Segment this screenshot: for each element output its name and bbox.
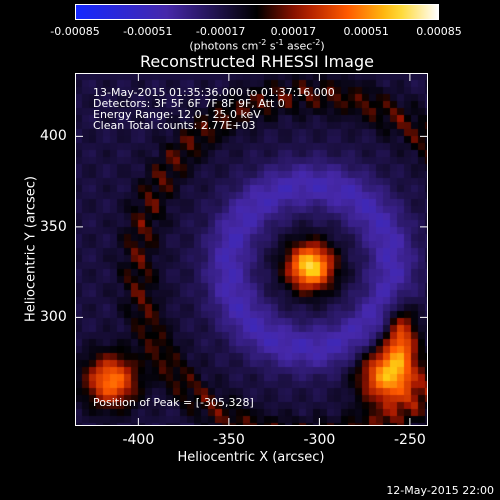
colorbar-tick-label: -0.00051 xyxy=(123,25,173,38)
colorbar-tick-label: 0.00085 xyxy=(416,25,462,38)
y-axis-label: Heliocentric Y (arcsec) xyxy=(23,176,39,322)
peak-position-label: Position of Peak = [-305,328] xyxy=(93,396,254,409)
colorbar xyxy=(75,4,439,20)
chart-title: Reconstructed RHESSI Image xyxy=(140,52,374,71)
x-tick-label: -250 xyxy=(394,432,426,448)
colorbar-tick-label: -0.00085 xyxy=(50,25,100,38)
x-axis-label: Heliocentric X (arcsec) xyxy=(177,450,325,465)
y-tick-label: 350 xyxy=(40,218,67,235)
info-detectors: Detectors: 3F 5F 6F 7F 8F 9F, Att 0 xyxy=(93,97,285,110)
x-tick-label: -350 xyxy=(212,432,245,448)
heatmap-plot xyxy=(75,73,428,426)
info-time-range: 13-May-2015 01:35:36.000 to 01:37:16.000 xyxy=(93,86,335,99)
x-tick-label: -400 xyxy=(122,432,155,448)
colorbar-unit: (photons cm-2 s-1 asec-2) xyxy=(189,38,325,53)
info-energy-range: Energy Range: 12.0 - 25.0 keV xyxy=(93,108,261,121)
footer-date: 12-May-2015 22:00 xyxy=(386,484,494,497)
info-clean-counts: Clean Total counts: 2.77E+03 xyxy=(93,119,256,132)
colorbar-tick-label: 0.00017 xyxy=(270,25,317,38)
heatmap-canvas xyxy=(75,73,428,426)
x-tick-label: -300 xyxy=(303,432,336,448)
colorbar-tick-label: 0.00051 xyxy=(343,25,389,38)
y-tick-label: 400 xyxy=(40,128,67,145)
colorbar-tick-label: -0.00017 xyxy=(195,25,246,38)
y-tick-label: 300 xyxy=(40,309,67,326)
